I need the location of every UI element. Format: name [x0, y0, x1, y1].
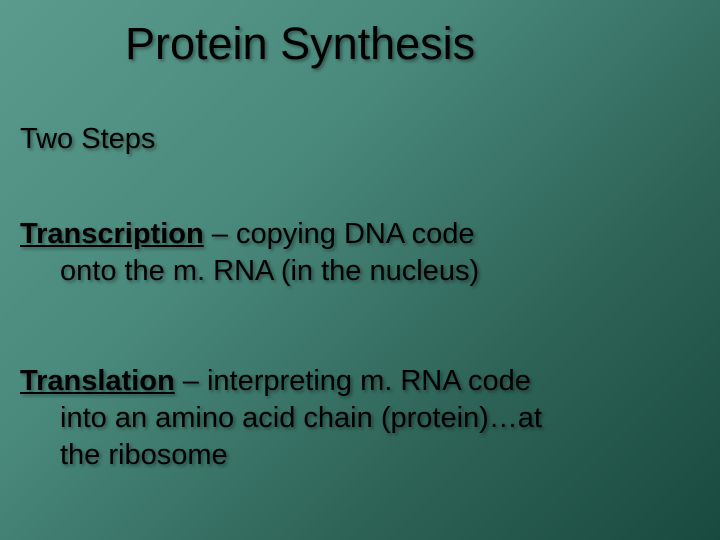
para1-rest: – copying DNA code	[204, 218, 475, 250]
slide: Protein Synthesis Two Steps Transcriptio…	[0, 0, 720, 540]
para1-line2: onto the m. RNA (in the nucleus)	[20, 253, 690, 290]
paragraph-transcription: Transcription – copying DNA code onto th…	[20, 216, 690, 290]
para2-line2: into an amino acid chain (protein)…at	[20, 400, 690, 437]
term-transcription: Transcription	[20, 218, 204, 250]
term-translation: Translation	[20, 365, 175, 397]
para2-rest: – interpreting m. RNA code	[175, 365, 531, 397]
subheading: Two Steps	[20, 123, 155, 156]
slide-title: Protein Synthesis	[125, 18, 475, 70]
para2-line3: the ribosome	[20, 437, 690, 474]
paragraph-translation: Translation – interpreting m. RNA code i…	[20, 363, 690, 474]
